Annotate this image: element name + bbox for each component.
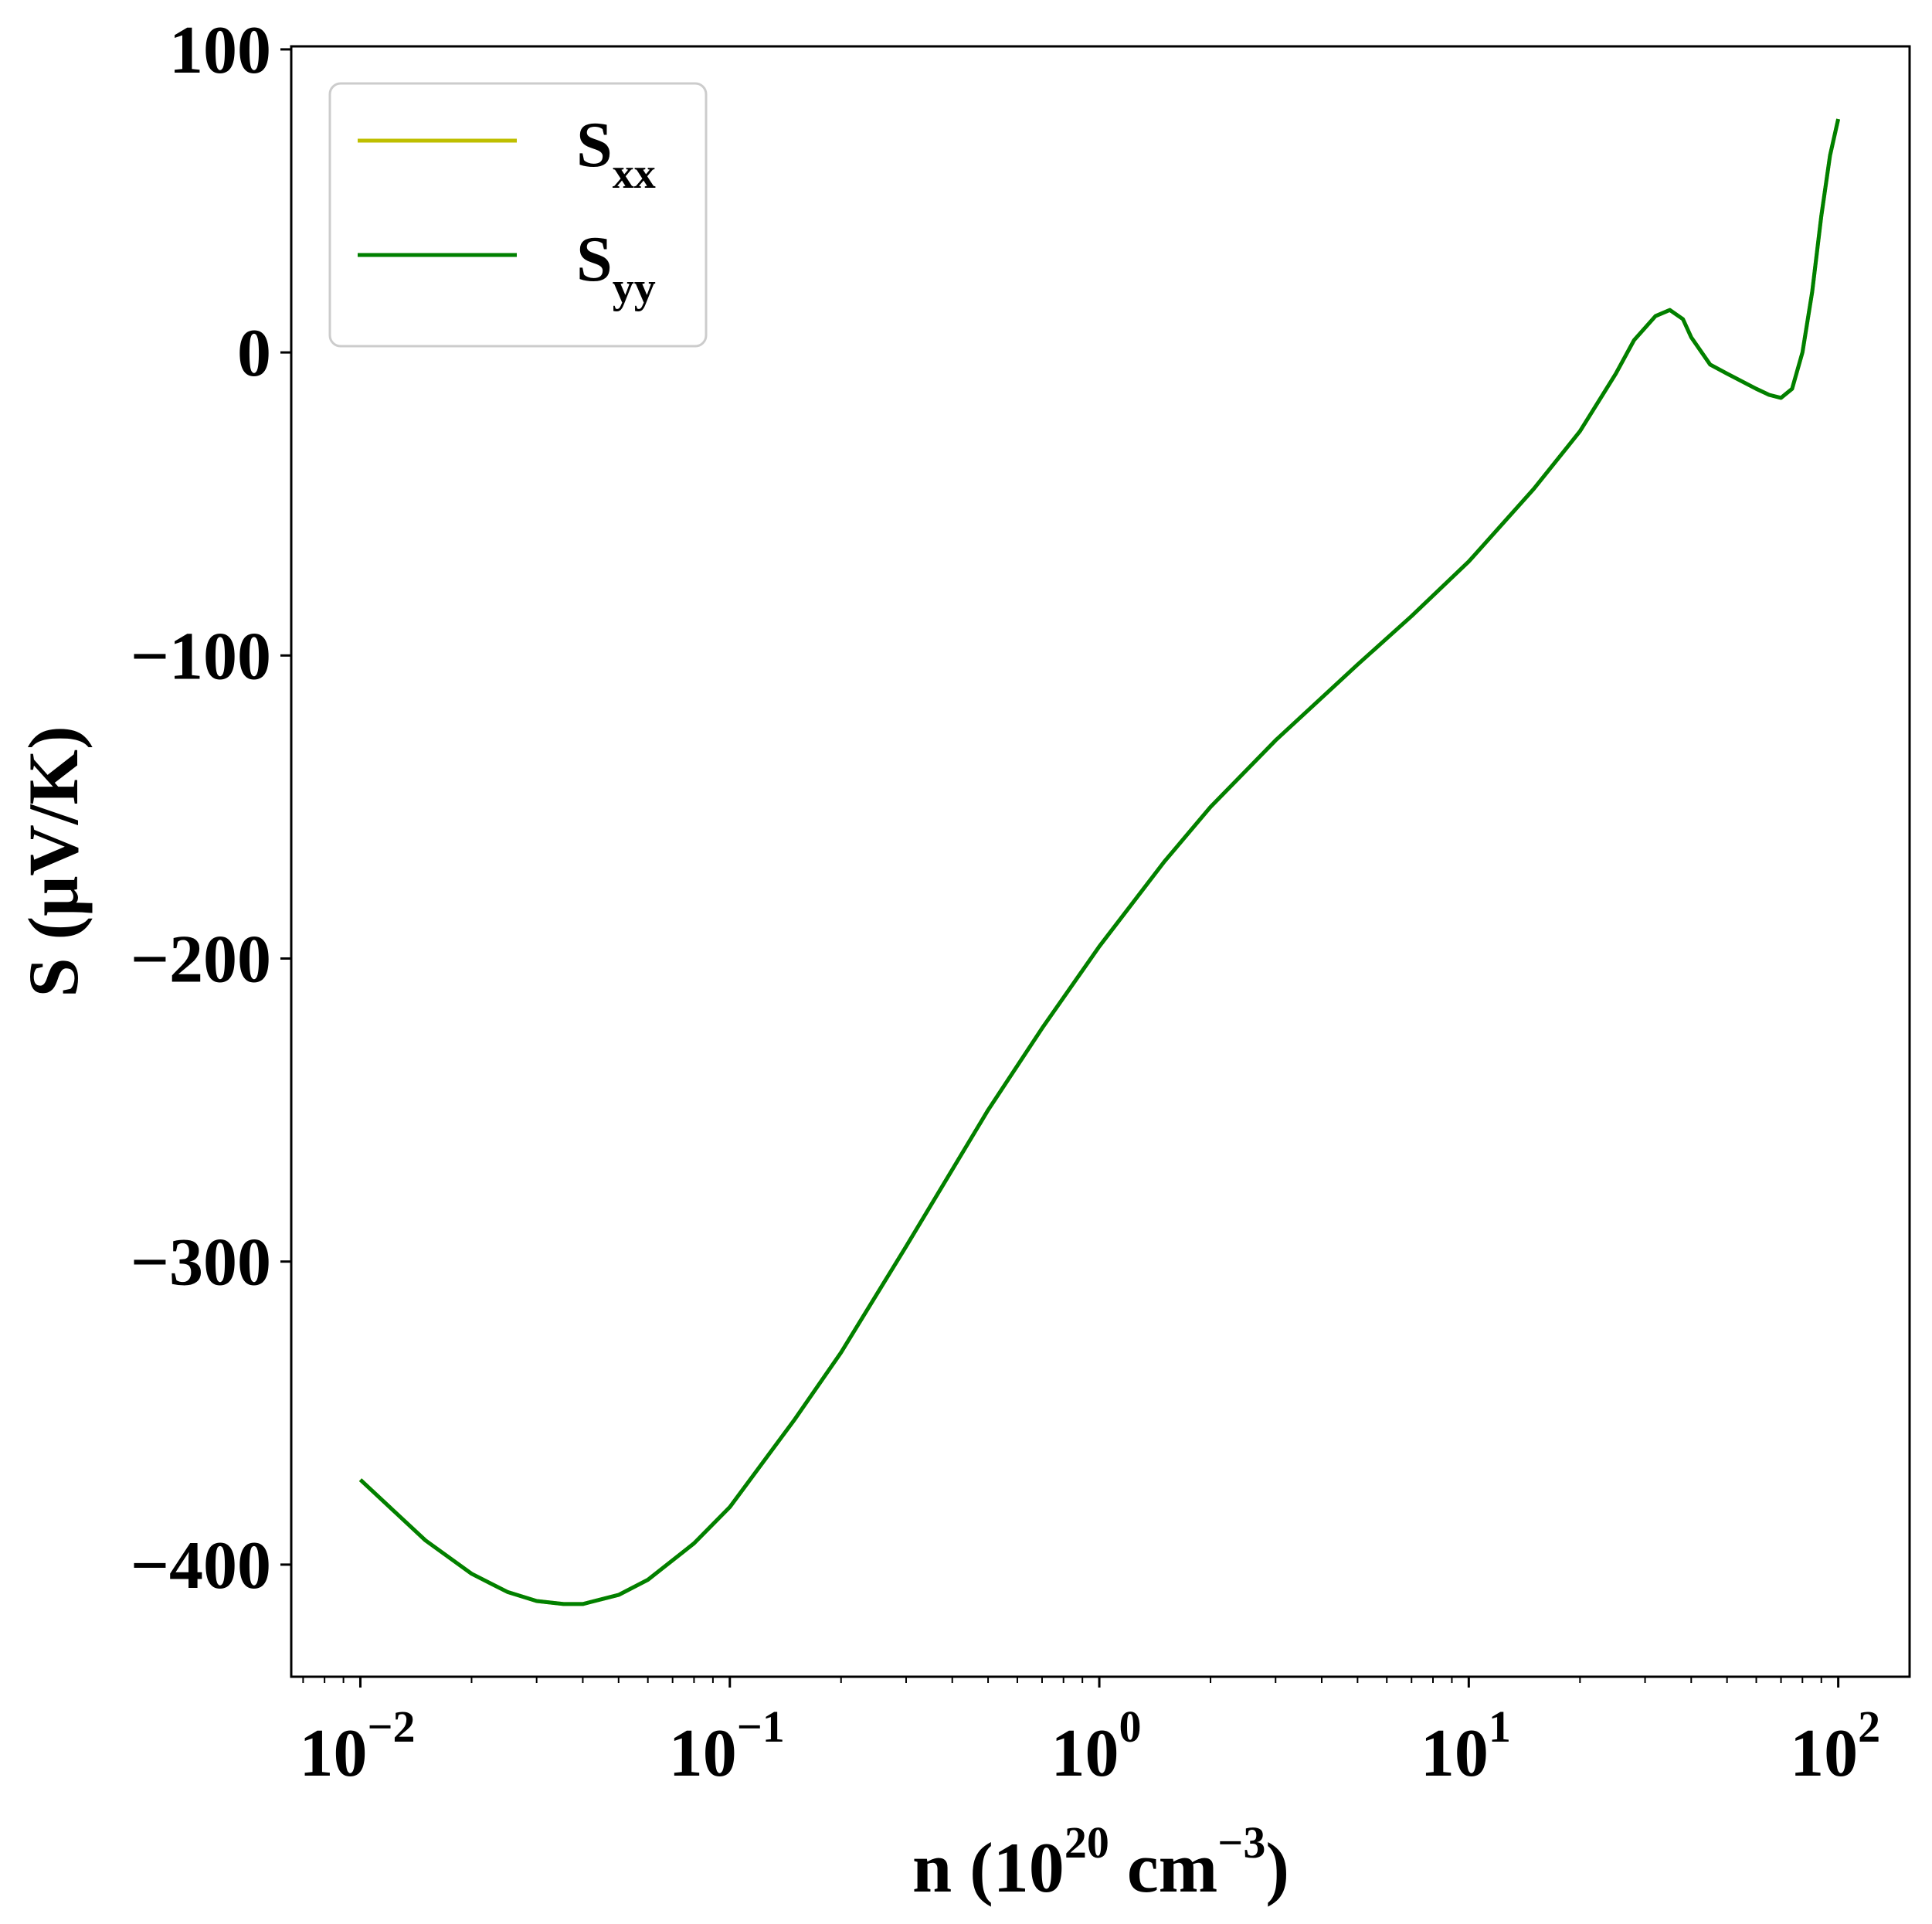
x-tick-exponent: −2 <box>367 1701 415 1752</box>
x-tick-exponent: −1 <box>737 1701 785 1752</box>
legend-label-sxx-sub: xx <box>613 150 656 198</box>
legend-label-syy-main: S <box>576 223 613 295</box>
legend-label-sxx-main: S <box>576 109 613 181</box>
legend: Sxx Syy <box>328 82 708 348</box>
x-axis-title-exp2: −3 <box>1217 1817 1265 1868</box>
x-tick-base: 10 <box>669 1716 737 1791</box>
series-layer <box>358 118 1841 1606</box>
x-tick-label: 102 <box>1790 1701 1880 1791</box>
y-tick-label: 0 <box>237 316 271 391</box>
x-axis-title: n (1020 cm−3) <box>912 1817 1289 1907</box>
x-axis-title-prefix: n (10 <box>912 1828 1064 1907</box>
x-tick-label: 10−1 <box>669 1701 785 1791</box>
y-axis: 100 0 −100 −200 −300 −400 <box>131 13 291 1603</box>
x-tick-label: 101 <box>1421 1701 1511 1791</box>
legend-box <box>328 82 708 348</box>
legend-label-syy: Syy <box>576 223 656 312</box>
x-tick-exponent: 0 <box>1119 1701 1142 1752</box>
x-axis: 10−2 10−1 100 101 102 <box>299 1677 1880 1791</box>
y-tick-label: −200 <box>131 923 271 998</box>
x-minor-ticks <box>302 1677 1822 1683</box>
series-line-syy <box>358 118 1841 1606</box>
legend-label-syy-sub: yy <box>613 264 656 312</box>
y-tick-label: −400 <box>131 1528 271 1603</box>
x-tick-exponent: 2 <box>1858 1701 1880 1752</box>
x-tick-exponent: 1 <box>1489 1701 1511 1752</box>
x-tick-base: 10 <box>1421 1716 1489 1791</box>
x-axis-title-suffix: ) <box>1265 1828 1289 1907</box>
x-axis-title-exp1: 20 <box>1064 1817 1109 1868</box>
y-axis-title: S (μV/K) <box>14 726 93 997</box>
legend-label-sxx: Sxx <box>576 109 656 198</box>
x-tick-base: 10 <box>299 1716 367 1791</box>
y-tick-label: 100 <box>169 13 271 88</box>
x-axis-title-middle: cm <box>1109 1828 1217 1907</box>
x-tick-label: 10−2 <box>299 1701 415 1791</box>
y-tick-label: −100 <box>131 619 271 694</box>
y-tick-label: −300 <box>131 1225 271 1300</box>
x-tick-base: 10 <box>1051 1716 1119 1791</box>
x-tick-label: 100 <box>1051 1701 1142 1791</box>
x-tick-base: 10 <box>1790 1716 1858 1791</box>
